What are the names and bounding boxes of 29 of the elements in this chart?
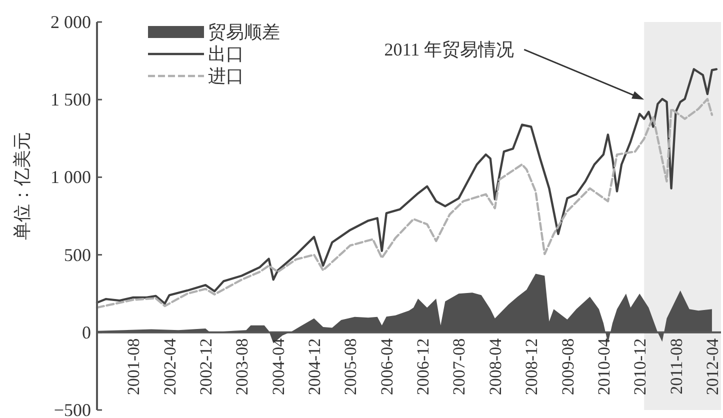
y-tick-label: 1 000: [50, 167, 91, 188]
annotation: 2011 年贸易情况: [384, 40, 514, 60]
x-tick-label: 2007-08: [450, 338, 469, 396]
x-tick-label: 2008-04: [486, 338, 505, 396]
y-axis-title: 单位：亿美元: [12, 132, 32, 240]
x-tick-label: 2011-08: [666, 338, 686, 394]
x-tick-label: 2006-04: [377, 338, 396, 396]
legend-label: 进口: [208, 66, 244, 86]
x-tick-label: 2004-04: [268, 338, 288, 396]
x-tick-label: 2002-12: [196, 338, 216, 396]
y-tick-label: 1 500: [50, 90, 91, 110]
x-tick-label: 2009-08: [558, 338, 578, 396]
x-tick-label: 2010-12: [630, 338, 650, 396]
annotation: 2011 年贸易情况: [384, 40, 644, 100]
legend-label: 贸易顺差: [208, 22, 280, 42]
y-tick-label: 0: [82, 322, 91, 342]
x-tick-label: 2003-08: [232, 338, 252, 396]
x-tick-label: 2006-12: [414, 338, 433, 396]
y-tick-label: 2 000: [50, 12, 91, 32]
x-tick-label: 2010-04: [594, 338, 614, 396]
x-tick-label: 2012-04: [702, 338, 722, 396]
x-tick-label: 2005-08: [341, 338, 360, 396]
y-tick-label: 500: [64, 244, 91, 265]
x-tick-label: 2001-08: [124, 338, 144, 396]
x-tick-label: 2004-12: [305, 338, 324, 396]
y-tick-label: −500: [54, 400, 91, 418]
legend-label: 出口: [208, 44, 244, 64]
x-tick-label: 2008-12: [522, 338, 542, 396]
x-tick-label: 2002-04: [160, 338, 180, 396]
